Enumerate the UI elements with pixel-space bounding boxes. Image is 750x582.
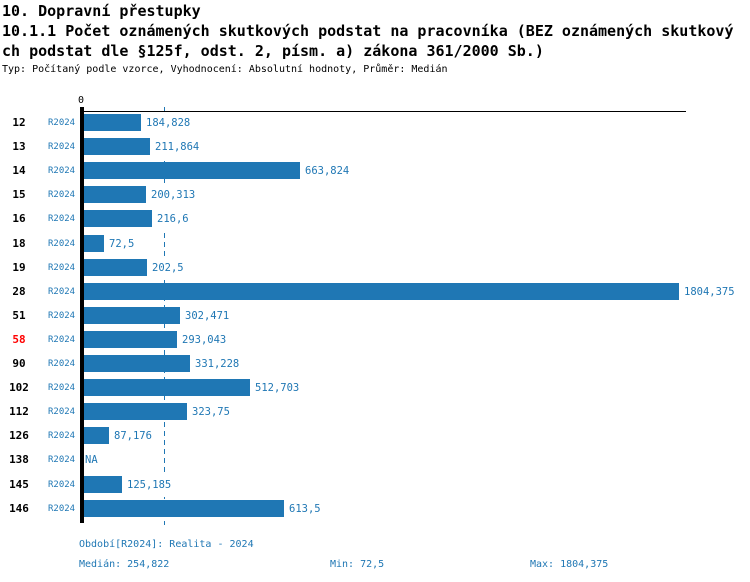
- value-bar: [80, 234, 104, 252]
- x-axis-line: [80, 111, 686, 112]
- series-period-label: R2024: [48, 190, 76, 201]
- value-bar: [80, 355, 190, 372]
- value-label: 613,5: [289, 496, 323, 521]
- max-stat: Max: 1804,375: [530, 559, 609, 570]
- category-label: 18: [12, 236, 26, 250]
- category-label: 145: [9, 477, 29, 491]
- period-legend: Období[R2024]: Realita - 2024: [79, 539, 254, 550]
- value-bar: [80, 282, 679, 300]
- category-label: 19: [12, 260, 26, 274]
- category-label: 138: [9, 453, 29, 467]
- chart-row-18: 18 R2024 72,5: [0, 231, 750, 256]
- value-bar: [80, 403, 187, 421]
- value-bar: [80, 138, 150, 156]
- chart-row-146: 146 R2024 613,5: [0, 496, 750, 521]
- category-label: 51: [12, 308, 26, 322]
- series-period-label: R2024: [48, 359, 76, 369]
- category-label: 146: [9, 501, 29, 515]
- value-bar: [80, 427, 109, 445]
- value-bar: [80, 162, 300, 180]
- median-stat: Medián: 254,822: [79, 559, 170, 570]
- value-bar: [80, 379, 250, 397]
- category-label: 28: [12, 284, 26, 298]
- section-title: 10. Dopravní přestupky: [2, 2, 201, 20]
- chart-row-102: 102 R2024 512,703: [0, 376, 750, 401]
- value-label: 663,824: [305, 159, 352, 184]
- chart-title-line2: ch podstat dle §125f, odst. 2, písm. a) …: [2, 42, 544, 60]
- category-label: 14: [12, 164, 26, 178]
- value-label: 200,313: [151, 183, 198, 208]
- value-label: 302,471: [185, 303, 232, 328]
- category-label: 13: [12, 140, 26, 154]
- value-bar: [80, 210, 152, 228]
- value-bar: [80, 475, 122, 493]
- chart-row-12: 12 R2024 184,828: [0, 111, 750, 135]
- series-period-label: R2024: [48, 118, 76, 128]
- chart-row-16: 16 R2024 216,6: [0, 207, 750, 232]
- series-period-label: R2024: [48, 383, 76, 394]
- series-period-label: R2024: [48, 455, 76, 466]
- category-label: 58: [12, 332, 26, 346]
- chart-row-112: 112 R2024 323,75: [0, 400, 750, 425]
- category-label: 16: [12, 212, 26, 226]
- value-label: NA: [85, 448, 100, 473]
- value-label: 293,043: [182, 327, 229, 352]
- value-label: 184,828: [146, 111, 193, 135]
- series-period-label: R2024: [48, 262, 76, 273]
- value-bar: [80, 330, 177, 348]
- chart-row-14: 14 R2024 663,824: [0, 159, 750, 184]
- chart-rows: 12 R2024 184,828 13 R2024 211,864 14 R2024 663,8…: [0, 111, 750, 523]
- chart-row-28: 28 R2024 1804,375: [0, 279, 750, 304]
- series-period-label: R2024: [48, 407, 76, 418]
- series-period-label: R2024: [48, 310, 76, 321]
- value-bar: [80, 306, 180, 324]
- category-label: 12: [12, 116, 26, 129]
- min-stat: Min: 72,5: [330, 559, 385, 570]
- series-period-label: R2024: [48, 503, 76, 514]
- chart-row-138: 138 R2024 NA: [0, 448, 750, 473]
- value-label: 216,6: [157, 207, 191, 232]
- series-period-label: R2024: [48, 431, 76, 442]
- series-period-label: R2024: [48, 334, 76, 345]
- chart-row-51: 51 R2024 302,471: [0, 303, 750, 328]
- chart-row-13: 13 R2024 211,864: [0, 135, 750, 160]
- value-label: 202,5: [152, 255, 186, 280]
- category-label: 15: [12, 188, 26, 202]
- series-period-label: R2024: [48, 286, 76, 297]
- value-bar: [80, 499, 284, 517]
- y-axis-line: [80, 107, 84, 523]
- series-period-label: R2024: [48, 142, 76, 153]
- value-bar: [80, 258, 147, 276]
- chart-subtitle: Typ: Počítaný podle vzorce, Vyhodnocení:…: [2, 64, 448, 75]
- value-label: 211,864: [155, 135, 202, 160]
- series-period-label: R2024: [48, 166, 76, 177]
- category-label: 102: [9, 381, 29, 395]
- series-period-label: R2024: [48, 214, 76, 225]
- category-label: 126: [9, 429, 29, 443]
- chart-row-145: 145 R2024 125,185: [0, 472, 750, 497]
- category-label: 112: [9, 405, 29, 419]
- series-period-label: R2024: [48, 238, 76, 249]
- chart-title-line1: 10.1.1 Počet oznámených skutkových podst…: [2, 22, 734, 40]
- chart-row-19: 19 R2024 202,5: [0, 255, 750, 280]
- value-label: 125,185: [127, 472, 174, 497]
- series-period-label: R2024: [48, 479, 76, 490]
- chart-row-90: 90 R2024 331,228: [0, 352, 750, 376]
- chart-row-126: 126 R2024 87,176: [0, 424, 750, 449]
- chart-row-15: 15 R2024 200,313: [0, 183, 750, 208]
- value-label: 72,5: [109, 231, 137, 256]
- value-label: 512,703: [255, 376, 302, 401]
- value-label: 323,75: [192, 400, 232, 425]
- chart-row-58: 58 R2024 293,043: [0, 327, 750, 352]
- value-label: 87,176: [114, 424, 154, 449]
- category-label: 90: [12, 357, 26, 370]
- value-label: 1804,375: [684, 279, 737, 304]
- value-bar: [80, 186, 146, 204]
- value-bar: [80, 114, 141, 131]
- value-label: 331,228: [195, 352, 242, 376]
- x-axis-zero-label: 0: [77, 95, 85, 106]
